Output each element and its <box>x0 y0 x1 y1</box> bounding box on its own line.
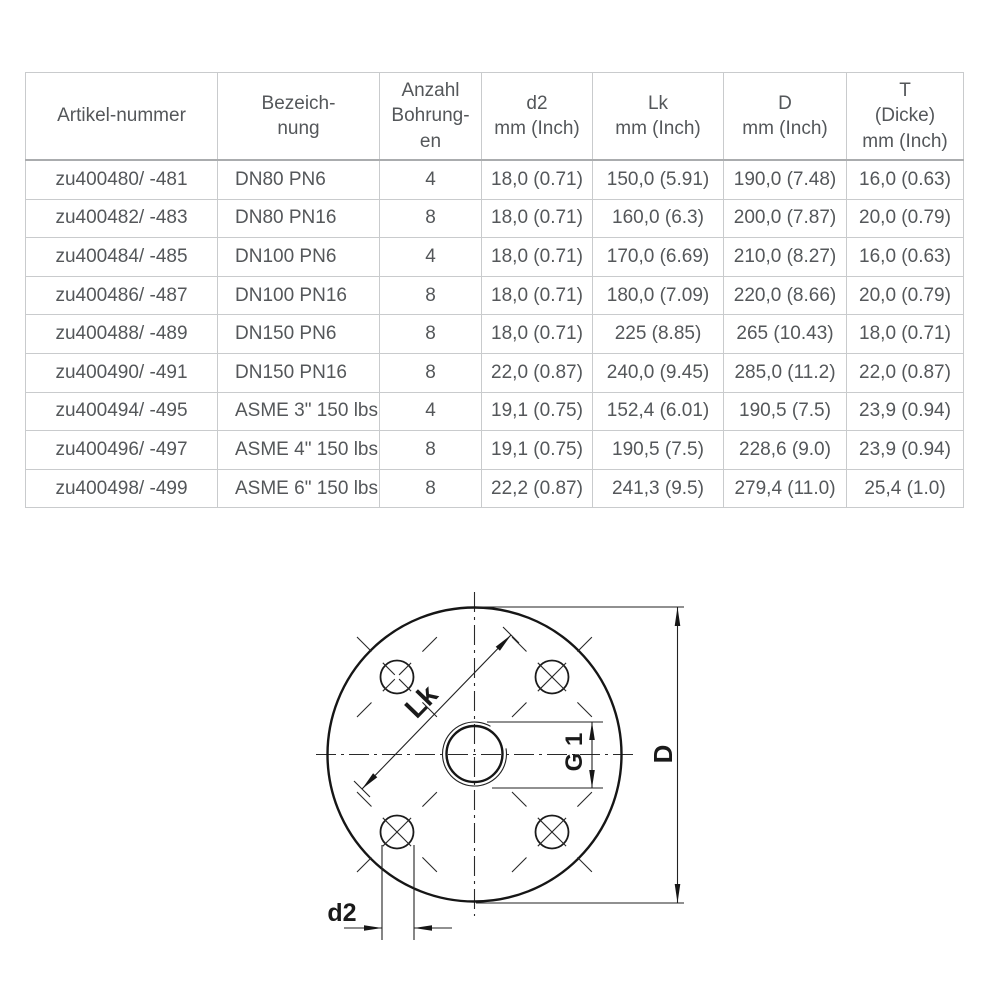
table-cell: 23,9 (0.94) <box>846 391 964 432</box>
table-cell: 228,6 (9.0) <box>723 430 847 470</box>
table-cell: DN80 PN6 <box>217 159 380 200</box>
table-cell: 160,0 (6.3) <box>592 198 724 239</box>
column-header: Artikel-nummer <box>25 72 218 161</box>
dimension-d2: d2 <box>327 845 452 940</box>
table-row: zu400484/ -485 DN100 PN6 4 18,0 (0.71) 170,0… <box>25 237 964 277</box>
table-cell: 8 <box>379 198 482 239</box>
table-cell: 20,0 (0.79) <box>846 198 964 239</box>
table-row: zu400496/ -497 ASME 4" 150 lbs 8 19,1 (0.75… <box>25 430 964 470</box>
table-cell: 8 <box>379 314 482 354</box>
table-cell: 16,0 (0.63) <box>846 237 964 277</box>
table-cell: 8 <box>379 468 482 509</box>
table-cell: 18,0 (0.71) <box>481 275 593 316</box>
table-cell: 25,4 (1.0) <box>846 468 964 509</box>
table-row: zu400486/ -487 DN100 PN16 8 18,0 (0.71) 180,… <box>25 275 964 316</box>
table-cell: 22,2 (0.87) <box>481 468 593 509</box>
table-cell: zu400490/ -491 <box>25 352 218 393</box>
table-cell: 180,0 (7.09) <box>592 275 724 316</box>
table-row: zu400490/ -491 DN150 PN16 8 22,0 (0.87) 240,… <box>25 352 964 393</box>
table-cell: zu400494/ -495 <box>25 391 218 432</box>
dimension-lk: Lk <box>353 626 520 798</box>
table-cell: 18,0 (0.71) <box>481 237 593 277</box>
table-cell: 240,0 (9.45) <box>592 352 724 393</box>
dimension-d: D <box>476 606 684 904</box>
column-header: T (Dicke) mm (Inch) <box>846 72 964 161</box>
table-cell: 18,0 (0.71) <box>481 198 593 239</box>
table-cell: 190,0 (7.48) <box>723 159 847 200</box>
table-cell: 279,4 (11.0) <box>723 468 847 509</box>
table-cell: ASME 4" 150 lbs <box>217 430 380 470</box>
table-cell: 18,0 (0.71) <box>481 159 593 200</box>
column-header: Bezeich- nung <box>217 72 380 161</box>
table-cell: zu400484/ -485 <box>25 237 218 277</box>
g1-label: G 1 <box>561 733 588 772</box>
dimension-g1: G 1 <box>487 721 603 789</box>
spec-table-header-row: Artikel-nummer Bezeich- nung Anzahl Bohrun… <box>25 72 964 161</box>
table-row: zu400498/ -499 ASME 6" 150 lbs 8 22,2 (0.87… <box>25 468 964 509</box>
table-cell: zu400480/ -481 <box>25 159 218 200</box>
table-cell: 4 <box>379 391 482 432</box>
table-cell: 20,0 (0.79) <box>846 275 964 316</box>
table-cell: 22,0 (0.87) <box>481 352 593 393</box>
center-bore-circle <box>445 724 504 784</box>
table-cell: 22,0 (0.87) <box>846 352 964 393</box>
table-cell: 16,0 (0.63) <box>846 159 964 200</box>
bolt-hole <box>356 636 438 718</box>
table-row: zu400494/ -495 ASME 3" 150 lbs 4 19,1 (0.75… <box>25 391 964 432</box>
table-cell: ASME 6" 150 lbs <box>217 468 380 509</box>
table-cell: 220,0 (8.66) <box>723 275 847 316</box>
flange-outline-circle <box>326 606 623 903</box>
table-cell: DN100 PN16 <box>217 275 380 316</box>
table-cell: ASME 3" 150 lbs <box>217 391 380 432</box>
table-cell: 150,0 (5.91) <box>592 159 724 200</box>
spec-table-body: zu400480/ -481 DN80 PN6 4 18,0 (0.71) 150,0 … <box>25 159 964 509</box>
table-cell: 285,0 (11.2) <box>723 352 847 393</box>
column-header: Anzahl Bohrung- en <box>379 72 482 161</box>
table-cell: 19,1 (0.75) <box>481 430 593 470</box>
table-cell: 241,3 (9.5) <box>592 468 724 509</box>
table-cell: DN150 PN6 <box>217 314 380 354</box>
table-row: zu400480/ -481 DN80 PN6 4 18,0 (0.71) 150,0 … <box>25 159 964 200</box>
flange-technical-drawing: Lk G 1 D d2 <box>316 592 684 940</box>
table-cell: 170,0 (6.69) <box>592 237 724 277</box>
table-cell: 4 <box>379 237 482 277</box>
table-cell: 18,0 (0.71) <box>846 314 964 354</box>
column-header: Lk mm (Inch) <box>592 72 724 161</box>
table-cell: zu400496/ -497 <box>25 430 218 470</box>
table-cell: 190,5 (7.5) <box>592 430 724 470</box>
table-cell: 225 (8.85) <box>592 314 724 354</box>
bolt-hole <box>356 791 438 873</box>
bolt-hole <box>511 791 593 873</box>
table-row: zu400488/ -489 DN150 PN6 8 18,0 (0.71) 225 (… <box>25 314 964 354</box>
table-cell: 8 <box>379 275 482 316</box>
column-header: D mm (Inch) <box>723 72 847 161</box>
d-label: D <box>648 745 678 764</box>
table-cell: 8 <box>379 430 482 470</box>
column-header: d2 mm (Inch) <box>481 72 593 161</box>
table-cell: zu400498/ -499 <box>25 468 218 509</box>
d2-label: d2 <box>327 899 356 927</box>
bolt-hole <box>511 636 593 718</box>
table-cell: DN100 PN6 <box>217 237 380 277</box>
table-cell: 210,0 (8.27) <box>723 237 847 277</box>
table-cell: 200,0 (7.87) <box>723 198 847 239</box>
table-cell: zu400482/ -483 <box>25 198 218 239</box>
table-cell: 8 <box>379 352 482 393</box>
table-cell: 265 (10.43) <box>723 314 847 354</box>
table-cell: zu400488/ -489 <box>25 314 218 354</box>
flange-spec-table: Artikel-nummer Bezeich- nung Anzahl Bohrun… <box>25 72 964 509</box>
table-cell: 18,0 (0.71) <box>481 314 593 354</box>
table-cell: DN80 PN16 <box>217 198 380 239</box>
table-row: zu400482/ -483 DN80 PN16 8 18,0 (0.71) 160,0… <box>25 198 964 239</box>
thread-circle-arc <box>441 721 508 787</box>
table-cell: zu400486/ -487 <box>25 275 218 316</box>
table-cell: 23,9 (0.94) <box>846 430 964 470</box>
table-cell: 152,4 (6.01) <box>592 391 724 432</box>
table-cell: DN150 PN16 <box>217 352 380 393</box>
table-cell: 19,1 (0.75) <box>481 391 593 432</box>
table-cell: 4 <box>379 159 482 200</box>
table-cell: 190,5 (7.5) <box>723 391 847 432</box>
